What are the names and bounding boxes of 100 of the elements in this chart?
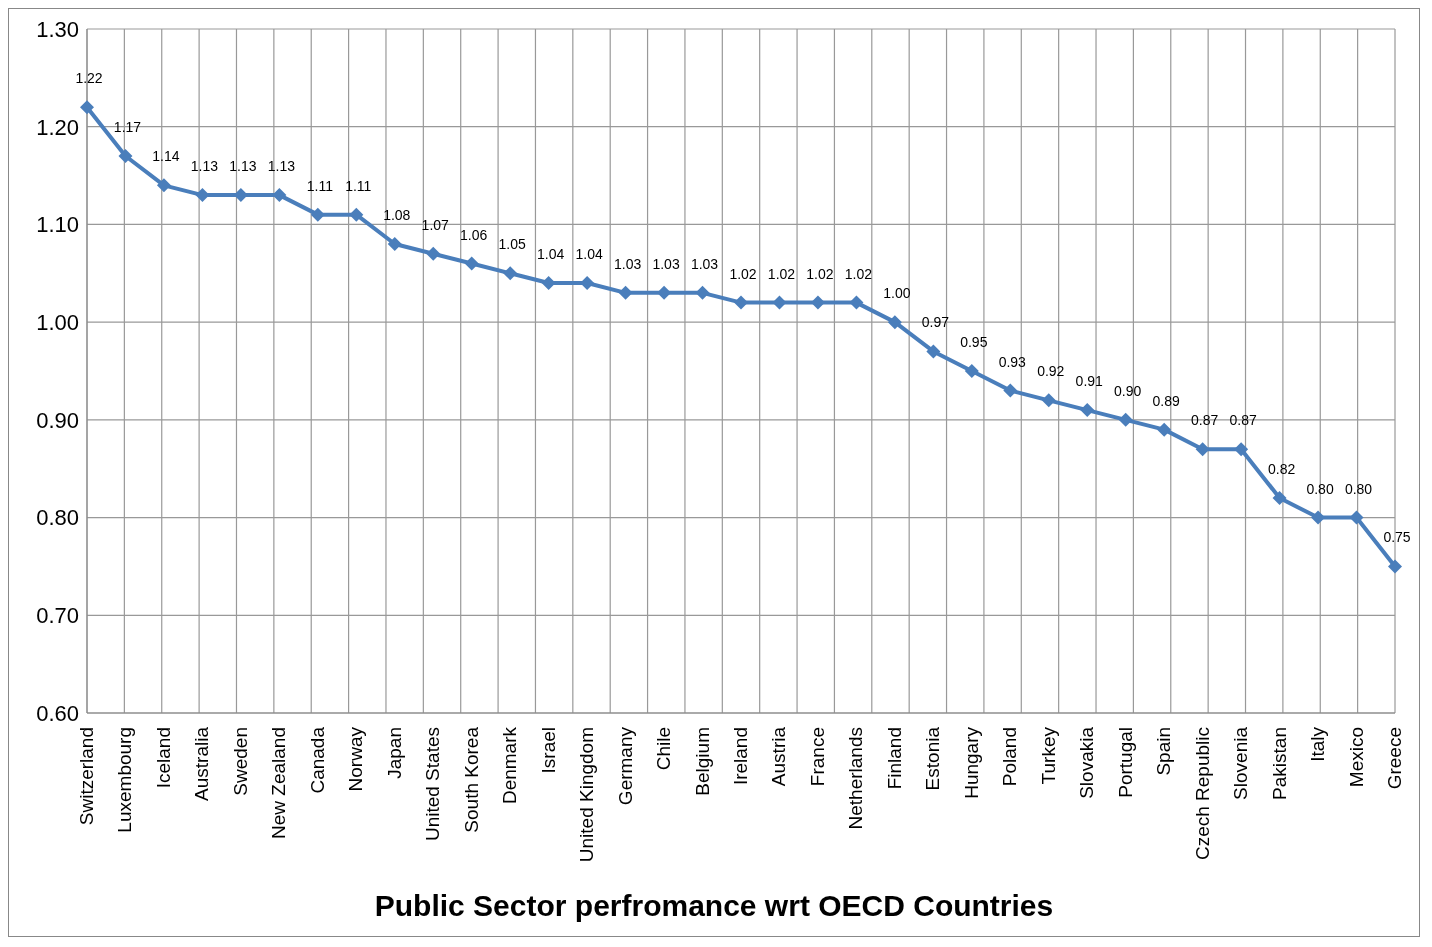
y-tick-label: 0.80 <box>36 505 79 531</box>
x-tick-label: Japan <box>383 727 405 779</box>
text: Public Sector perfromance wrt OECD Countries <box>373 889 1055 923</box>
x-tick-label: Pakistan <box>1268 727 1290 800</box>
data-label: 0.75 <box>1383 529 1411 546</box>
x-tick-label: Norway <box>345 726 367 792</box>
point <box>964 364 979 378</box>
point <box>503 266 518 281</box>
x-tick-label: Slovenia <box>1230 726 1252 800</box>
data-label: 1.02 <box>729 265 757 282</box>
data-label: 1.04 <box>537 246 565 263</box>
data-label: 1.00 <box>883 285 911 302</box>
data-label: 1.04 <box>575 246 603 263</box>
data-label: 1.17 <box>113 119 142 136</box>
x-tick-label: Germany <box>614 726 636 806</box>
point <box>1157 422 1172 437</box>
point <box>80 100 94 115</box>
y-tick-label: 1.10 <box>36 212 79 238</box>
x-tick-label: Ireland <box>730 727 751 786</box>
x-tick-label: New Zealand <box>268 727 290 839</box>
point <box>1003 383 1018 398</box>
point <box>118 149 133 164</box>
data-label: 1.03 <box>613 255 642 272</box>
point <box>1234 442 1249 457</box>
point <box>580 276 595 291</box>
data-label: 1.22 <box>75 70 103 87</box>
x-tick-label: Mexico <box>1345 727 1367 788</box>
data-label: 0.93 <box>998 353 1027 370</box>
data-label: 1.02 <box>844 265 873 282</box>
data-label: 1.08 <box>383 206 411 223</box>
x-tick-label: Italy <box>1307 726 1329 762</box>
data-label: 0.82 <box>1267 461 1296 478</box>
data-label: 1.11 <box>306 177 334 194</box>
y-tick-label: 0.60 <box>36 700 79 726</box>
x-tick-label: Luxembourg <box>114 727 136 833</box>
point <box>1272 491 1287 506</box>
x-tick-label: Estonia <box>922 726 944 791</box>
data-label: 0.87 <box>1191 412 1219 429</box>
x-tick-label: France <box>806 727 828 787</box>
x-tick-label: United States <box>422 727 444 842</box>
data-label: 0.80 <box>1344 480 1373 497</box>
y-tick-label: 1.20 <box>36 114 79 140</box>
x-tick-label: Israel <box>537 727 559 774</box>
x-tick-label: Australia <box>191 726 213 801</box>
data-label: 0.97 <box>921 314 950 331</box>
data-label: 1.02 <box>767 265 796 282</box>
x-tick-label: Chile <box>653 727 675 771</box>
point <box>926 344 941 359</box>
point <box>464 256 479 271</box>
x-tick-label: Switzerland <box>76 727 97 826</box>
point <box>1080 403 1095 418</box>
point <box>849 295 864 310</box>
x-tick-label: Belgium <box>691 727 713 796</box>
point <box>772 295 787 310</box>
x-tick-label: Poland <box>999 727 1021 787</box>
data-label: 0.87 <box>1229 412 1257 429</box>
y-tick-label: 0.90 <box>36 407 79 433</box>
data-label: 1.11 <box>345 177 372 194</box>
x-tick-label: Spain <box>1153 727 1175 776</box>
data-label: 0.92 <box>1037 363 1065 380</box>
data-label: 1.07 <box>421 216 450 233</box>
data-label: 0.89 <box>1152 392 1181 409</box>
y-tick-label: 1.00 <box>36 309 79 335</box>
x-tick-label: Netherlands <box>845 727 867 830</box>
x-tick-label: Czech Republic <box>1191 727 1213 861</box>
x-tick-label: Hungary <box>960 726 982 799</box>
data-label: 1.03 <box>652 255 680 272</box>
data-label: 1.13 <box>229 158 257 175</box>
point <box>1041 393 1056 408</box>
x-tick-label: Denmark <box>499 726 521 805</box>
point <box>541 276 556 291</box>
data-label: 1.13 <box>267 158 296 175</box>
point <box>810 295 825 310</box>
x-tick-label: Iceland <box>152 727 174 789</box>
point <box>426 246 441 261</box>
point <box>195 188 210 203</box>
x-tick-label: Turkey <box>1037 726 1059 785</box>
data-label: 0.80 <box>1306 480 1334 497</box>
y-tick-label: 0.70 <box>36 603 79 629</box>
x-tick-label: Sweden <box>229 727 251 796</box>
x-tick-label: Finland <box>883 727 905 790</box>
point <box>657 285 672 300</box>
x-tick-label: United Kingdom <box>576 727 598 863</box>
point <box>887 315 902 330</box>
point <box>272 188 287 203</box>
x-tick-label: Canada <box>306 726 328 794</box>
point <box>1388 559 1402 574</box>
data-label: 1.03 <box>690 255 719 272</box>
point <box>1118 412 1133 427</box>
point <box>1349 510 1364 525</box>
data-label: 0.91 <box>1075 373 1104 390</box>
data-label: 0.90 <box>1114 382 1142 399</box>
data-label: 1.14 <box>152 148 180 165</box>
x-tick-label: Greece <box>1384 727 1405 790</box>
point <box>734 295 748 310</box>
point <box>387 236 402 251</box>
data-label: 1.06 <box>460 226 488 243</box>
x-tick-label: Portugal <box>1114 727 1136 798</box>
data-label: 1.02 <box>806 265 834 282</box>
point <box>156 178 171 193</box>
